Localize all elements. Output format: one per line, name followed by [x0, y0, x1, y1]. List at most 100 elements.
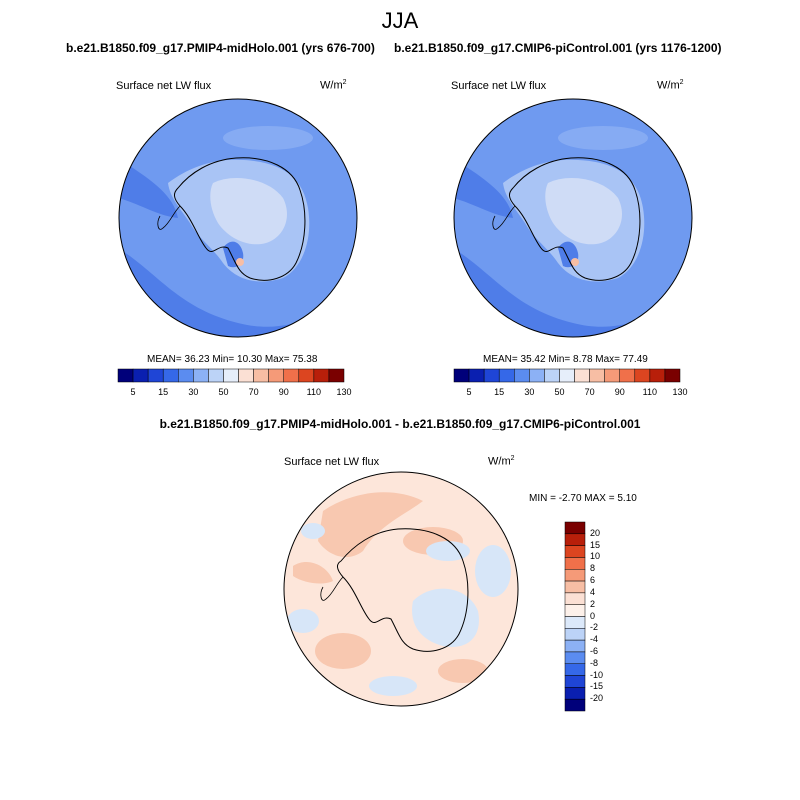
panel-3-stats: MIN = -2.70 MAX = 5.10 [529, 493, 637, 504]
colorbar-swatch [253, 368, 269, 383]
colorbar-panel-1-ticks: 5 15 30 50 70 90 110 130 [118, 387, 352, 399]
panel-1-variable-label: Surface net LW flux [116, 80, 212, 92]
colorbar-swatch [564, 698, 586, 712]
colorbar-swatch [604, 368, 620, 383]
colorbar-swatch [649, 368, 666, 383]
colorbar-swatch [564, 651, 586, 664]
colorbar-swatch [564, 687, 586, 700]
colorbar-swatch [268, 368, 284, 383]
colorbar-swatch [564, 545, 586, 558]
colorbar-swatch [193, 368, 209, 383]
colorbar-tick-label: 15 [494, 387, 505, 397]
colorbar-panel-2-ticks: 5 15 30 50 70 90 110 130 [454, 387, 688, 399]
colorbar-tick-label: 0 [590, 610, 596, 621]
colorbar-swatch [178, 368, 194, 383]
figure-title: JJA [381, 8, 419, 33]
colorbar-tick-label: -10 [590, 669, 604, 680]
colorbar-tick-label: -15 [590, 681, 604, 692]
diff-title: b.e21.B1850.f09_g17.PMIP4-midHolo.001 - … [159, 417, 641, 431]
panel-1-stats: MEAN= 36.23 Min= 10.30 Max= 75.38 [147, 354, 318, 365]
colorbar-difference [564, 521, 586, 712]
colorbar-swatch [313, 368, 330, 383]
colorbar-swatch [283, 368, 300, 383]
coastline [337, 528, 469, 652]
map-border [453, 98, 693, 338]
colorbar-swatch [564, 639, 586, 653]
map-panel-3-difference [283, 471, 519, 707]
colorbar-tick-label: 90 [614, 387, 625, 397]
map-panel-1 [118, 98, 358, 338]
colorbar-swatch [483, 368, 500, 383]
colorbar-difference-ticks: 20 15 10 8 6 4 2 0 -2 -4 -6 -8 -10 -15 -20 [590, 522, 620, 711]
colorbar-swatch [564, 616, 586, 629]
colorbar-tick-label: 70 [248, 387, 259, 397]
colorbar-swatch [147, 368, 164, 383]
colorbar-tick-label: 15 [590, 539, 601, 550]
colorbar-swatch [564, 663, 586, 676]
colorbar-panel-2 [453, 368, 681, 383]
colorbar-swatch [564, 533, 586, 546]
colorbar-swatch [514, 368, 530, 383]
panel-2-variable-label: Surface net LW flux [451, 80, 547, 92]
colorbar-swatch [664, 368, 681, 383]
colorbar-swatch [117, 368, 134, 383]
colorbar-panel-1 [117, 368, 345, 383]
colorbar-swatch [564, 675, 586, 688]
colorbar-tick-label: 2 [590, 598, 596, 609]
panel-3-units: W/m2 [488, 455, 515, 468]
colorbar-tick-label: -8 [590, 657, 599, 668]
colorbar-tick-label: 30 [188, 387, 199, 397]
colorbar-swatch [132, 368, 149, 383]
colorbar-tick-label: 10 [590, 551, 601, 562]
colorbar-tick-label: 4 [590, 586, 596, 597]
colorbar-tick-label: 50 [554, 387, 565, 397]
colorbar-tick-label: 8 [590, 563, 596, 574]
panel-1-title: b.e21.B1850.f09_g17.PMIP4-midHolo.001 (y… [66, 41, 375, 55]
colorbar-swatch [529, 368, 545, 383]
colorbar-swatch [564, 569, 586, 582]
colorbar-tick-label: -20 [590, 693, 604, 704]
colorbar-tick-label: -2 [590, 622, 599, 633]
panel-2-title: b.e21.B1850.f09_g17.CMIP6-piControl.001 … [394, 41, 722, 55]
colorbar-tick-label: 70 [584, 387, 595, 397]
panel-1-units: W/m2 [320, 79, 347, 92]
map-border [283, 471, 519, 707]
colorbar-tick-label: 130 [672, 387, 688, 397]
colorbar-swatch [564, 557, 586, 570]
colorbar-tick-label: 20 [590, 527, 601, 538]
colorbar-swatch [223, 368, 239, 383]
colorbar-swatch [619, 368, 636, 383]
colorbar-swatch [238, 368, 254, 383]
colorbar-swatch [564, 604, 586, 617]
colorbar-tick-label: 130 [336, 387, 352, 397]
colorbar-tick-label: 15 [158, 387, 169, 397]
colorbar-tick-label: 6 [590, 575, 596, 586]
colorbar-swatch [544, 368, 560, 383]
panel-2-units: W/m2 [657, 79, 684, 92]
colorbar-tick-label: -4 [590, 634, 599, 645]
colorbar-swatch [574, 368, 590, 383]
colorbar-tick-label: 110 [306, 387, 322, 397]
panel-2-stats: MEAN= 35.42 Min= 8.78 Max= 77.49 [483, 354, 648, 365]
colorbar-swatch [162, 368, 179, 383]
colorbar-swatch [298, 368, 315, 383]
colorbar-swatch [564, 521, 586, 535]
colorbar-swatch [589, 368, 605, 383]
colorbar-swatch [564, 580, 586, 594]
coastline [174, 157, 306, 281]
colorbar-tick-label: 5 [130, 387, 136, 397]
colorbar-tick-label: 50 [218, 387, 229, 397]
colorbar-tick-label: 30 [524, 387, 535, 397]
panel-3-variable-label: Surface net LW flux [284, 456, 380, 468]
colorbar-swatch [468, 368, 485, 383]
colorbar-swatch [498, 368, 515, 383]
colorbar-swatch [564, 592, 586, 605]
map-panel-2 [453, 98, 693, 338]
coastline [509, 157, 641, 281]
map-border [118, 98, 358, 338]
colorbar-swatch [564, 628, 586, 641]
colorbar-swatch [634, 368, 651, 383]
colorbar-swatch [208, 368, 224, 383]
colorbar-tick-label: 110 [642, 387, 658, 397]
colorbar-swatch [453, 368, 470, 383]
